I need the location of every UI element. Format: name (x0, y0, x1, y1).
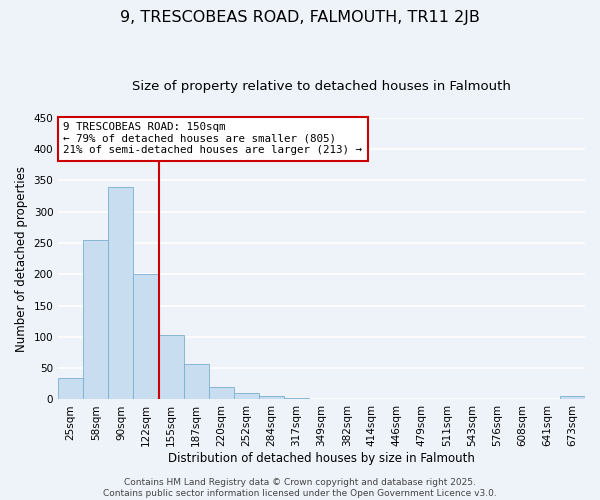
Title: Size of property relative to detached houses in Falmouth: Size of property relative to detached ho… (132, 80, 511, 93)
Bar (259, 396, 284, 400)
Bar (284, 398, 309, 400)
Bar (58, 378, 83, 400)
Text: 9 TRESCOBEAS ROAD: 150sqm
← 79% of detached houses are smaller (805)
21% of semi: 9 TRESCOBEAS ROAD: 150sqm ← 79% of detac… (64, 122, 362, 155)
Y-axis label: Number of detached properties: Number of detached properties (15, 166, 28, 352)
Bar (109, 186, 133, 400)
Text: Contains HM Land Registry data © Crown copyright and database right 2025.
Contai: Contains HM Land Registry data © Crown c… (103, 478, 497, 498)
Bar (184, 364, 209, 400)
Bar (209, 387, 234, 400)
Bar (158, 335, 184, 400)
Bar (560, 396, 585, 400)
X-axis label: Distribution of detached houses by size in Falmouth: Distribution of detached houses by size … (168, 452, 475, 465)
Bar (83, 240, 109, 400)
Bar (234, 392, 259, 400)
Bar (133, 274, 158, 400)
Text: 9, TRESCOBEAS ROAD, FALMOUTH, TR11 2JB: 9, TRESCOBEAS ROAD, FALMOUTH, TR11 2JB (120, 10, 480, 25)
